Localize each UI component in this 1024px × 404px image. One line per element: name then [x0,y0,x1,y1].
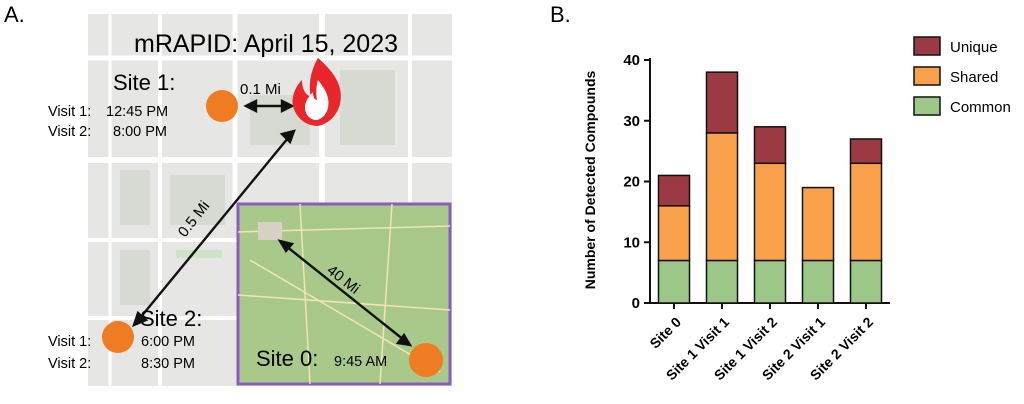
y-axis-title: Number of Detected Compounds [582,71,598,290]
map-title: mRAPID: April 15, 2023 [134,30,398,58]
street-map-park [176,250,222,258]
y-tick-label: 40 [623,52,640,69]
arrowhead [279,129,296,145]
site-2-visit-2-label: Visit 2: [48,356,91,372]
panel-b-letter: B. [550,2,571,27]
legend-swatch-shared [913,66,941,86]
legend-label-shared: Shared [950,69,998,86]
site-2-visit-2-time: 8:30 PM [141,356,195,372]
site-1-visit-2-time: 8:00 PM [113,124,167,140]
arrowhead [277,239,295,254]
site-0-label: Site 0: [256,346,318,371]
site-2-marker [102,321,134,353]
site-1-marker [206,90,238,122]
legend-swatch-unique [913,36,941,56]
bar-segment-unique [849,138,883,165]
arrowhead [395,332,413,347]
site-0-time: 9:45 AM [334,354,387,370]
arrowhead [280,99,295,113]
bar-segment-common [657,259,691,304]
bar-segment-unique [705,71,739,134]
distance-arrows [132,99,413,347]
y-tick-label: 20 [623,174,640,191]
legend-swatch-common [913,96,941,116]
bar-segment-common [753,259,787,304]
bar-segment-shared [705,132,739,262]
bar-segment-unique [657,174,691,207]
panel-a-letter: A. [4,2,25,27]
y-tick-label: 30 [623,113,640,130]
chart-legend: Unique Shared Common [913,36,1011,116]
y-tick-label: 10 [623,234,640,251]
map-panel: mRAPID: April 15, 2023 Site 1: Visit 1: … [48,14,452,386]
site-2-label: Site 2: [140,306,202,331]
fire-icon [292,58,341,126]
x-tick-label: Site 0 [646,314,684,352]
street-map-blocks [120,70,395,305]
regional-map-city [258,222,282,240]
site-2-visit-1-label: Visit 1: [48,334,91,350]
bar-segment-shared [753,162,787,262]
bar-segment-shared [657,205,691,262]
site-1-visit-1-label: Visit 1: [48,104,91,120]
bar-segment-unique [753,126,787,165]
bar-segment-shared [849,162,883,262]
bar-segment-common [705,259,739,304]
site-1-visit-1-time: 12:45 PM [106,104,168,120]
legend-label-unique: Unique [950,39,998,56]
arrowhead [132,310,149,328]
distance-label-fire: 0.1 Mi [240,81,281,98]
site-2-visit-1-time: 6:00 PM [141,334,195,350]
site-0-marker [409,343,443,377]
legend-label-common: Common [950,99,1011,116]
bar-segment-common [801,259,835,304]
site-1-label: Site 1: [113,70,175,95]
arrowhead [243,99,258,113]
site-1-visit-2-label: Visit 2: [48,124,91,140]
y-tick-label: 0 [632,295,640,312]
bar-segment-common [849,259,883,304]
bar-segment-shared [801,186,835,262]
